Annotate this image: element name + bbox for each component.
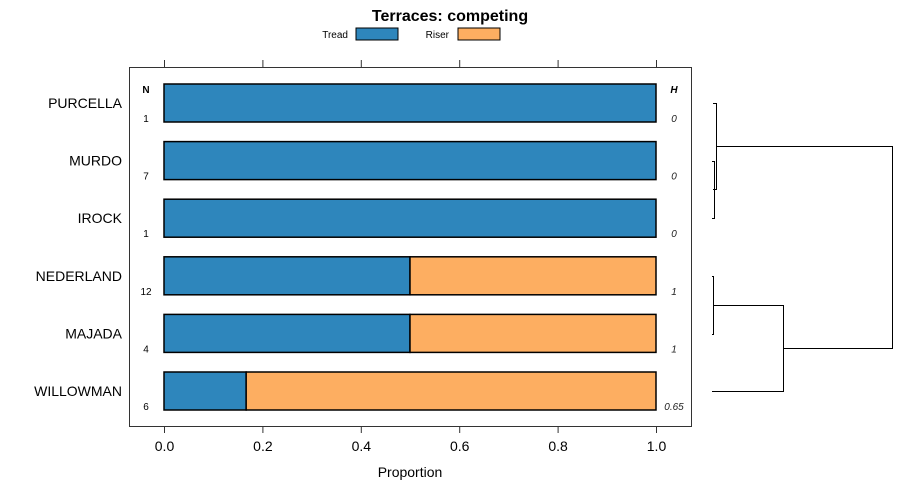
dendrogram-branch (712, 161, 715, 219)
x-tick-label: 0.4 (352, 438, 372, 454)
chart-title: Terraces: competing (372, 8, 528, 25)
legend: Tread Riser (322, 27, 501, 41)
bar-tread-willowman (163, 371, 247, 411)
dendrogram-branch (716, 146, 893, 349)
y-tick-label: PURCELLA (48, 95, 123, 111)
h-label: 1 (671, 287, 677, 298)
x-axis-label: Proportion (378, 464, 443, 480)
n-label: 12 (140, 287, 152, 298)
x-tick-label: 0.6 (450, 438, 470, 454)
plot-panel (129, 67, 692, 427)
legend-swatch-tread (355, 27, 399, 41)
dendrogram-branch (712, 276, 714, 335)
bar-tread-nederland (163, 256, 411, 296)
n-label: 1 (143, 229, 149, 240)
bar-tread-majada (163, 313, 411, 354)
h-label: 1 (671, 344, 677, 355)
bar-tread-irock (163, 198, 657, 238)
h-header: H (670, 85, 678, 96)
legend-label: Tread (322, 30, 348, 41)
n-label: 6 (143, 402, 149, 413)
h-label: 0 (671, 114, 677, 125)
n-label: 7 (143, 172, 149, 183)
n-label: 1 (143, 114, 149, 125)
dendrogram-branch (712, 305, 784, 392)
h-label: 0 (671, 172, 677, 183)
x-tick-label: 1.0 (647, 438, 667, 454)
y-tick-label: IROCK (78, 210, 123, 226)
x-tick-label: 0.2 (253, 438, 273, 454)
bar-tread-murdo (163, 140, 657, 181)
x-tick-label: 0.0 (155, 438, 175, 454)
y-tick-label: MAJADA (65, 325, 122, 341)
bar-riser-nederland (409, 256, 657, 296)
bar-riser-majada (409, 313, 657, 354)
legend-swatch-riser (457, 27, 501, 41)
legend-label: Riser (426, 30, 450, 41)
y-tick-label: MURDO (69, 153, 122, 169)
h-label: 0 (671, 229, 677, 240)
dendrogram (712, 103, 893, 392)
bar-tread-purcella (163, 83, 657, 123)
bar-riser-willowman (245, 371, 657, 411)
n-header: N (142, 85, 149, 96)
y-tick-label: NEDERLAND (36, 268, 122, 284)
n-label: 4 (143, 344, 149, 355)
h-label: 0.65 (664, 402, 684, 413)
y-tick-label: WILLOWMAN (34, 383, 122, 399)
x-tick-label: 0.8 (548, 438, 568, 454)
